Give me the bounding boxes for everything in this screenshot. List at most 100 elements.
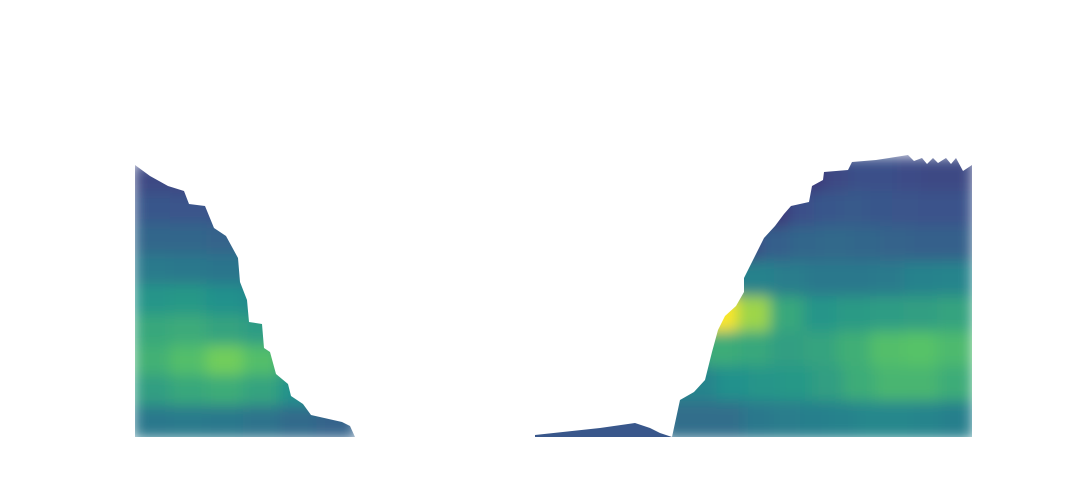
heatmap-cell bbox=[169, 284, 211, 319]
heatmap-cell bbox=[279, 284, 321, 319]
heatmap-cell bbox=[820, 226, 854, 265]
heatmap-cell bbox=[799, 156, 828, 195]
heatmap-cell bbox=[913, 401, 946, 437]
heatmap-cell bbox=[708, 261, 746, 300]
heatmap-cell bbox=[736, 331, 774, 370]
heatmap-cell bbox=[848, 156, 877, 195]
heatmap-cell bbox=[316, 314, 355, 349]
heatmap-cell bbox=[736, 191, 766, 230]
heatmap-cell bbox=[135, 284, 174, 319]
heatmap-cell bbox=[676, 261, 713, 300]
heatmap-cell bbox=[743, 401, 776, 437]
heatmap-cell bbox=[800, 401, 833, 437]
heatmap-cell bbox=[941, 401, 972, 437]
heatmap-cell bbox=[243, 193, 284, 228]
heatmap-cell bbox=[169, 375, 211, 410]
heatmap-cell bbox=[672, 401, 719, 437]
heatmap-cell bbox=[279, 223, 321, 258]
heatmap-cell bbox=[672, 296, 708, 335]
heatmap-cell bbox=[316, 193, 355, 228]
heatmap-cell bbox=[316, 405, 355, 437]
heatmap-cell bbox=[774, 261, 811, 300]
bottom-sliver bbox=[535, 423, 672, 437]
heatmap-cell bbox=[836, 296, 874, 335]
heatmap-cell bbox=[904, 261, 942, 300]
heatmap-cell bbox=[748, 366, 784, 405]
heatmap-cell bbox=[135, 193, 174, 228]
left-region bbox=[135, 165, 355, 437]
heatmap-cell bbox=[803, 296, 841, 335]
heatmap-cell bbox=[870, 331, 908, 370]
heatmap-cell bbox=[279, 405, 321, 437]
heatmap-cell bbox=[265, 165, 313, 198]
heatmap-cell bbox=[279, 253, 321, 289]
heatmap-cell bbox=[780, 366, 816, 405]
heatmap-cell bbox=[206, 253, 247, 289]
heatmap-cell bbox=[703, 331, 741, 370]
heatmap-cell bbox=[945, 156, 972, 195]
heatmap-cell bbox=[937, 261, 972, 300]
heatmap-cell bbox=[243, 344, 284, 380]
heatmap-cell bbox=[206, 344, 247, 380]
heatmap-cell bbox=[823, 156, 853, 195]
heatmap-cell bbox=[672, 191, 740, 230]
heatmap-cell bbox=[700, 226, 734, 265]
heatmap-cell bbox=[279, 314, 321, 349]
heatmap-cell bbox=[762, 191, 792, 230]
heatmap-cell bbox=[850, 226, 884, 265]
heatmap-cell bbox=[672, 331, 674, 370]
heatmap-cell bbox=[135, 165, 181, 198]
heatmap-cell bbox=[903, 331, 941, 370]
heatmap-cell bbox=[243, 223, 284, 258]
heatmap-cell bbox=[788, 191, 818, 230]
heatmap-cell bbox=[309, 165, 355, 198]
heatmap-cell bbox=[715, 401, 748, 437]
heatmap-cell bbox=[672, 366, 689, 405]
heatmap-cell bbox=[206, 314, 247, 349]
heatmap-cell bbox=[206, 375, 247, 410]
heatmap-cell bbox=[177, 165, 225, 198]
heatmap-cell bbox=[672, 156, 779, 195]
heatmap-cell bbox=[910, 226, 944, 265]
heatmap-cell bbox=[921, 156, 950, 195]
heatmap-cell bbox=[169, 223, 211, 258]
heatmap-cell bbox=[741, 261, 778, 300]
heatmap-cell bbox=[872, 261, 909, 300]
heatmap-cell bbox=[243, 405, 284, 437]
heatmap-cell bbox=[903, 296, 941, 335]
heatmap-cell bbox=[936, 296, 972, 335]
heatmap-cell bbox=[243, 314, 284, 349]
heatmap-cell bbox=[771, 401, 804, 437]
heatmap-cell bbox=[836, 331, 874, 370]
heatmap-cell bbox=[716, 366, 753, 405]
heatmap-cell bbox=[206, 284, 247, 319]
heatmap-cell bbox=[880, 226, 914, 265]
heatmap-cell bbox=[279, 344, 321, 380]
heatmap-cell bbox=[135, 223, 174, 258]
heatmap-cell bbox=[875, 366, 911, 405]
heatmap-cell bbox=[169, 405, 211, 437]
heatmap-cell bbox=[279, 375, 321, 410]
heatmap-cell bbox=[316, 253, 355, 289]
heatmap-cell bbox=[243, 284, 284, 319]
heatmap-cell bbox=[760, 226, 794, 265]
heatmap-cell bbox=[672, 261, 680, 300]
heatmap-cell bbox=[135, 405, 174, 437]
heatmap-cell bbox=[672, 331, 708, 370]
heatmap-cell bbox=[243, 375, 284, 410]
heatmap-cell bbox=[918, 191, 948, 230]
heatmap-cell bbox=[169, 193, 211, 228]
heatmap-cell bbox=[770, 331, 808, 370]
heatmap-cell bbox=[775, 156, 804, 195]
heatmap-cell bbox=[206, 223, 247, 258]
heatmap-cell bbox=[135, 375, 174, 410]
heatmap-cell bbox=[906, 366, 943, 405]
heatmap-cell bbox=[806, 261, 844, 300]
heatmap-cell bbox=[896, 156, 926, 195]
heatmap-cell bbox=[885, 401, 918, 437]
heatmap-cell bbox=[870, 296, 908, 335]
heatmap-cell bbox=[169, 253, 211, 289]
right-region bbox=[672, 156, 972, 437]
heatmap-cell bbox=[703, 296, 741, 335]
